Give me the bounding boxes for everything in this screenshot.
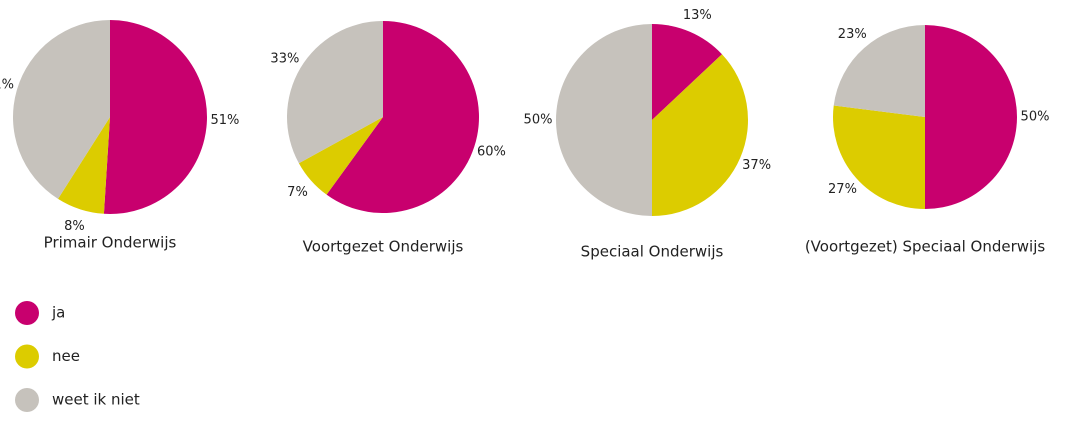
pie-title: Primair Onderwijs (44, 234, 177, 252)
pie-slice (298, 117, 383, 195)
pie-slice (652, 54, 748, 216)
slice-label: 8% (64, 219, 85, 234)
pie-slice (556, 24, 652, 216)
pie-slice (833, 105, 925, 209)
slice-label: 60% (477, 145, 506, 160)
pie-slice (58, 117, 110, 214)
legend-swatch (15, 388, 39, 412)
pie-slice (103, 20, 208, 215)
pie-slice (287, 21, 383, 164)
slice-label: 23% (838, 27, 867, 42)
slice-label: 50% (1021, 110, 1050, 125)
pie-slice (833, 25, 925, 117)
pie-title: Voortgezet Onderwijs (303, 238, 464, 256)
legend-swatch (15, 344, 39, 369)
pie-title: Speciaal Onderwijs (581, 243, 724, 261)
legend-swatch (15, 301, 39, 325)
slice-label: 50% (524, 113, 553, 128)
legend-label: nee (52, 347, 80, 365)
slice-label: 37% (742, 158, 771, 173)
pie-slice (925, 25, 1017, 209)
slice-label: 51% (210, 113, 239, 128)
pie-slice (652, 24, 722, 120)
pie-title: (Voortgezet) Speciaal Onderwijs (805, 238, 1046, 256)
pie-slice (326, 21, 479, 213)
legend-label: ja (51, 304, 65, 322)
slice-label: 33% (270, 51, 299, 66)
legend-label: weet ik niet (52, 391, 140, 409)
slice-label: 7% (287, 185, 308, 200)
slice-label: 41% (0, 77, 14, 92)
slice-label: 13% (683, 8, 712, 23)
slice-label: 27% (828, 182, 857, 197)
pie-slice (12, 20, 110, 199)
